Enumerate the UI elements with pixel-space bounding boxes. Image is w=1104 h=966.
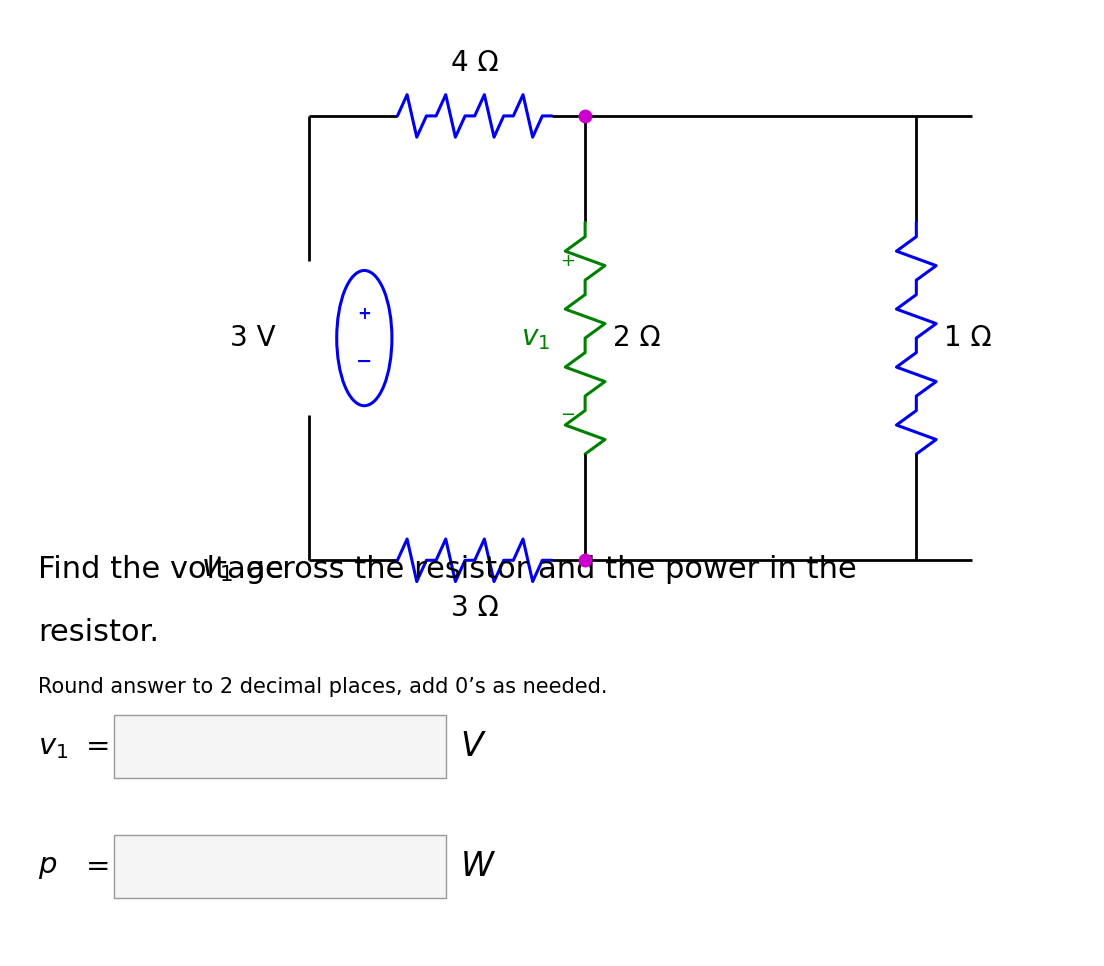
Text: $V$: $V$ <box>460 730 487 763</box>
Text: +: + <box>560 252 575 270</box>
Text: resistor.: resistor. <box>38 618 159 647</box>
Text: $v_1$: $v_1$ <box>201 555 233 584</box>
Text: $v_1$: $v_1$ <box>521 325 550 352</box>
Ellipse shape <box>337 270 392 406</box>
Text: 4 Ω: 4 Ω <box>450 49 499 77</box>
Text: =: = <box>85 853 110 881</box>
Text: Round answer to 2 decimal places, add 0’s as needed.: Round answer to 2 decimal places, add 0’… <box>38 677 607 697</box>
Text: 2 Ω: 2 Ω <box>613 325 660 352</box>
FancyBboxPatch shape <box>115 715 446 778</box>
Text: +: + <box>358 305 371 324</box>
Text: −: − <box>357 353 372 371</box>
FancyBboxPatch shape <box>115 836 446 898</box>
Text: $p$: $p$ <box>38 853 57 881</box>
Text: $v_1$: $v_1$ <box>38 732 68 760</box>
Text: =: = <box>85 732 110 760</box>
Text: −: − <box>560 407 575 424</box>
Text: Find the voltage: Find the voltage <box>38 555 294 584</box>
Text: 1 Ω: 1 Ω <box>944 325 991 352</box>
Text: $W$: $W$ <box>460 850 496 883</box>
Text: across the resistor and the power in the: across the resistor and the power in the <box>236 555 857 584</box>
Text: 3 V: 3 V <box>231 325 276 352</box>
Text: 3 Ω: 3 Ω <box>450 594 499 622</box>
